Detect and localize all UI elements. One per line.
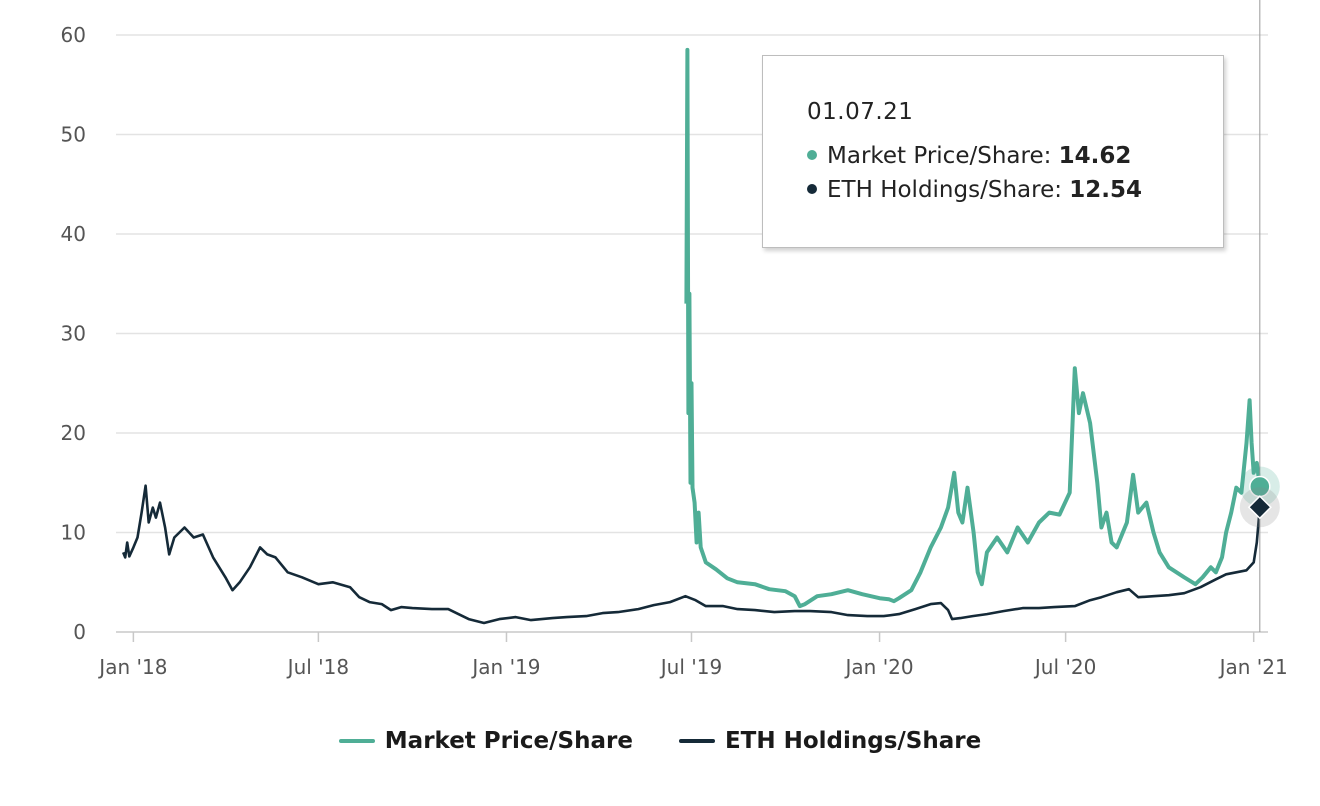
y-tick-label: 20 <box>61 421 86 445</box>
x-tick-label: Jan '19 <box>470 655 540 679</box>
eth-line-swatch-icon <box>678 739 715 743</box>
legend-label-eth: ETH Holdings/Share <box>724 728 982 754</box>
y-tick-label: 10 <box>61 521 86 545</box>
eth-marker <box>1247 495 1272 520</box>
tooltip-row-eth: ETH Holdings/Share: 12.54 <box>807 173 1223 207</box>
tooltip-row-market: Market Price/Share: 14.62 <box>807 139 1223 173</box>
legend-label-market: Market Price/Share <box>384 728 633 754</box>
y-axis-ticks: 0 10 20 30 40 50 60 <box>61 23 86 644</box>
y-tick-label: 50 <box>61 123 86 147</box>
y-tick-label: 30 <box>61 322 86 346</box>
tooltip-date: 01.07.21 <box>807 99 914 125</box>
x-tick-label: Jul '18 <box>286 655 349 679</box>
market-price-line <box>684 47 1262 609</box>
eth-holdings-dot-icon <box>807 183 817 194</box>
legend: Market Price/Share ETH Holdings/Share <box>0 728 1320 754</box>
legend-item-market[interactable]: Market Price/Share <box>338 728 633 754</box>
x-tick-label: Jul '20 <box>1033 655 1096 679</box>
hover-markers <box>1239 466 1280 528</box>
tooltip-value-eth: 12.54 <box>1069 177 1143 203</box>
market-line-swatch-icon <box>338 739 375 743</box>
market-price-dot-icon <box>807 149 817 160</box>
x-tick-label: Jan '20 <box>844 655 914 679</box>
x-tick-label: Jan '18 <box>97 655 167 679</box>
x-tick-label: Jan '21 <box>1218 655 1288 679</box>
y-tick-label: 0 <box>73 620 86 644</box>
eth-holdings-line <box>121 484 1262 625</box>
x-tick-label: Jul '19 <box>659 655 722 679</box>
y-tick-label: 60 <box>61 23 86 47</box>
tooltip-value-market: 14.62 <box>1058 143 1132 169</box>
legend-item-eth[interactable]: ETH Holdings/Share <box>678 728 982 754</box>
x-axis-ticks: Jan '18 Jul '18 Jan '19 Jul '19 Jan '20 Jul '… <box>97 632 1288 679</box>
y-tick-label: 40 <box>61 222 86 246</box>
hover-tooltip: 01.07.21 Market Price/Share: 14.62 ETH H… <box>762 55 1224 248</box>
series-lines <box>121 47 1262 625</box>
tooltip-label-eth: ETH Holdings/Share: <box>827 177 1070 203</box>
tooltip-label-market: Market Price/Share: <box>827 143 1059 169</box>
